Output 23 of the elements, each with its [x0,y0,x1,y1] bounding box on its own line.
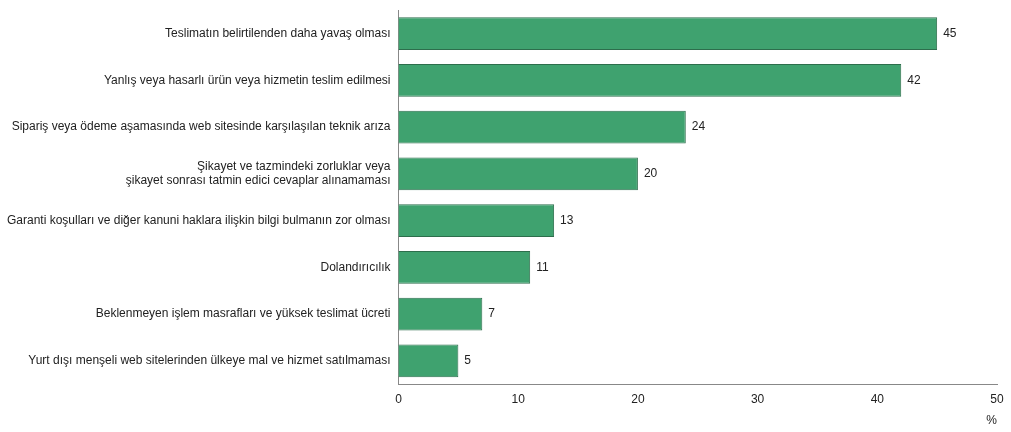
data-label: 5 [464,353,472,368]
y-tick-label: Yanlış veya hasarlı ürün veya hizmetin teslim edilmesi [103,72,391,87]
x-tick-label: 20 [631,391,645,406]
data-label: 13 [560,212,574,227]
y-tick-label: Garanti koşulları ve diğer kanuni haklara ilişkin bilgi bulmanın zor olması [7,212,391,227]
x-tick-label: 50 [990,391,1004,406]
data-label: 7 [488,306,496,321]
y-tick-label: Teslimatın belirtilenden daha yavaş olması [165,25,391,40]
y-tick-label: Yurt dışı menşeli web sitelerinden ülkeye mal ve hizmet satılmaması [28,353,391,368]
y-tick-label: Şikayet ve tazmindeki zorluklar veya şikayet sonrası tatmin edici cevaplar alınamaması [125,158,391,188]
x-axis-title: % [986,413,998,428]
y-tick-label: Sipariş veya ödeme aşamasında web sitesinde karşılaşılan teknik arıza [11,119,391,134]
x-tick-label: 10 [511,391,526,406]
data-label: 42 [907,72,921,87]
data-label: 11 [536,259,549,274]
y-tick-label: Beklenmeyen işlem masrafları ve yüksek teslimat ücreti [95,306,391,321]
data-label: 24 [691,119,706,134]
x-tick-label: 30 [750,391,765,406]
data-label: 45 [943,25,957,40]
data-label: 20 [643,166,658,181]
x-tick-label: 0 [395,391,403,406]
x-tick-label: 40 [870,391,885,406]
y-tick-label: Dolandırıcılık [320,259,392,274]
